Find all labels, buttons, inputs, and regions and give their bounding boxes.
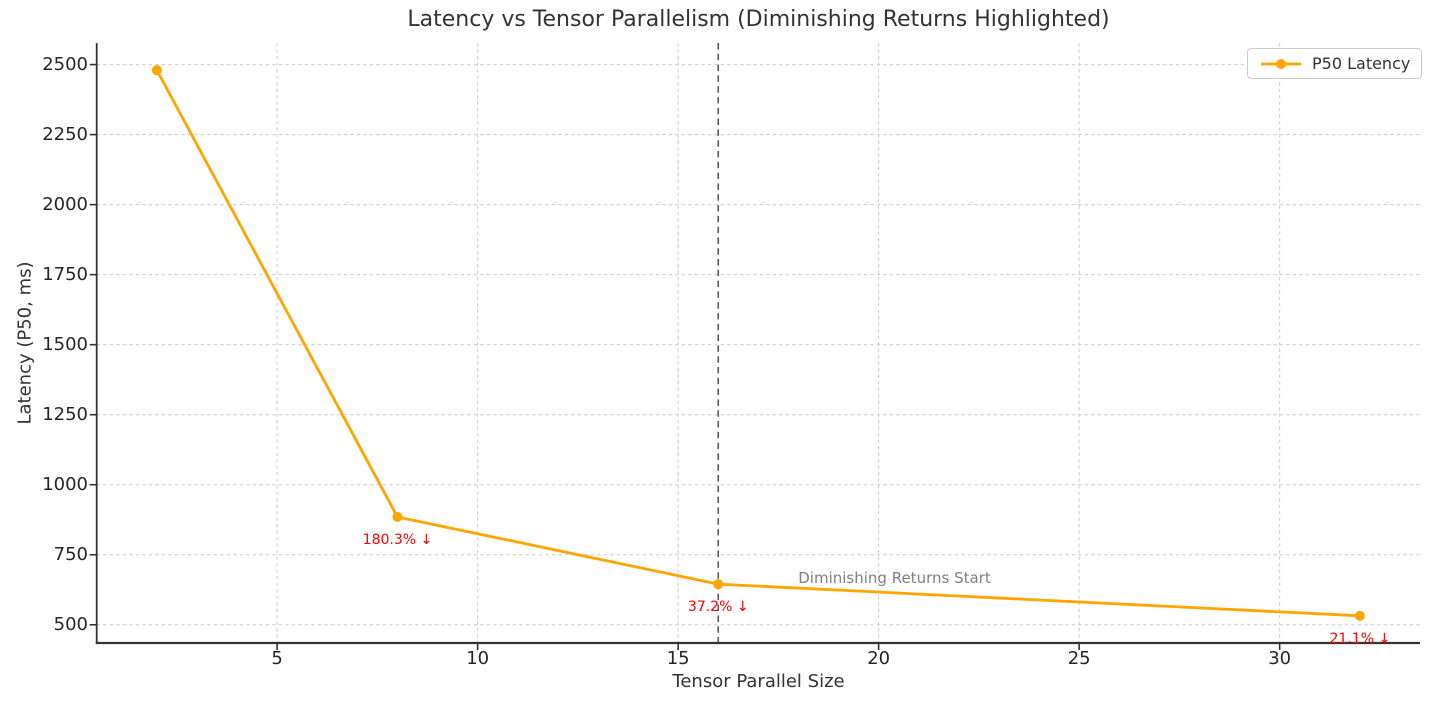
data-point-marker xyxy=(392,511,403,522)
x-axis-label: Tensor Parallel Size xyxy=(672,671,845,692)
y-tick-label: 750 xyxy=(53,543,88,565)
y-tick-label: 1000 xyxy=(42,473,88,495)
y-tick-label: 2250 xyxy=(42,123,88,145)
x-tick-label: 15 xyxy=(666,648,690,669)
data-point-marker xyxy=(1354,610,1365,621)
y-tick-label: 500 xyxy=(53,613,88,635)
data-point-marker xyxy=(151,65,162,76)
pct-drop-annotation: 37.2% ↓ xyxy=(687,599,749,616)
x-tick-label: 20 xyxy=(867,648,891,669)
data-point-marker xyxy=(713,579,724,590)
y-tick-label: 1250 xyxy=(42,403,88,425)
chart-title: Latency vs Tensor Parallelism (Diminishi… xyxy=(407,7,1110,32)
pct-drop-annotation: 180.3% ↓ xyxy=(362,531,433,548)
x-tick-label: 5 xyxy=(271,648,283,669)
legend-line-marker-icon xyxy=(1261,58,1301,69)
vline-label: Diminishing Returns Start xyxy=(798,569,991,587)
y-tick-label: 2000 xyxy=(42,193,88,215)
pct-drop-annotation: 21.1% ↓ xyxy=(1329,630,1391,647)
x-tick-label: 25 xyxy=(1067,648,1091,669)
legend: P50 Latency xyxy=(1247,48,1423,79)
y-tick-label: 1750 xyxy=(42,263,88,285)
y-tick-label: 2500 xyxy=(42,53,88,75)
legend-label: P50 Latency xyxy=(1312,54,1411,73)
series-line xyxy=(155,68,1362,618)
x-tick-label: 10 xyxy=(466,648,490,669)
x-tick-label: 30 xyxy=(1268,648,1292,669)
y-tick-label: 1500 xyxy=(42,333,88,355)
